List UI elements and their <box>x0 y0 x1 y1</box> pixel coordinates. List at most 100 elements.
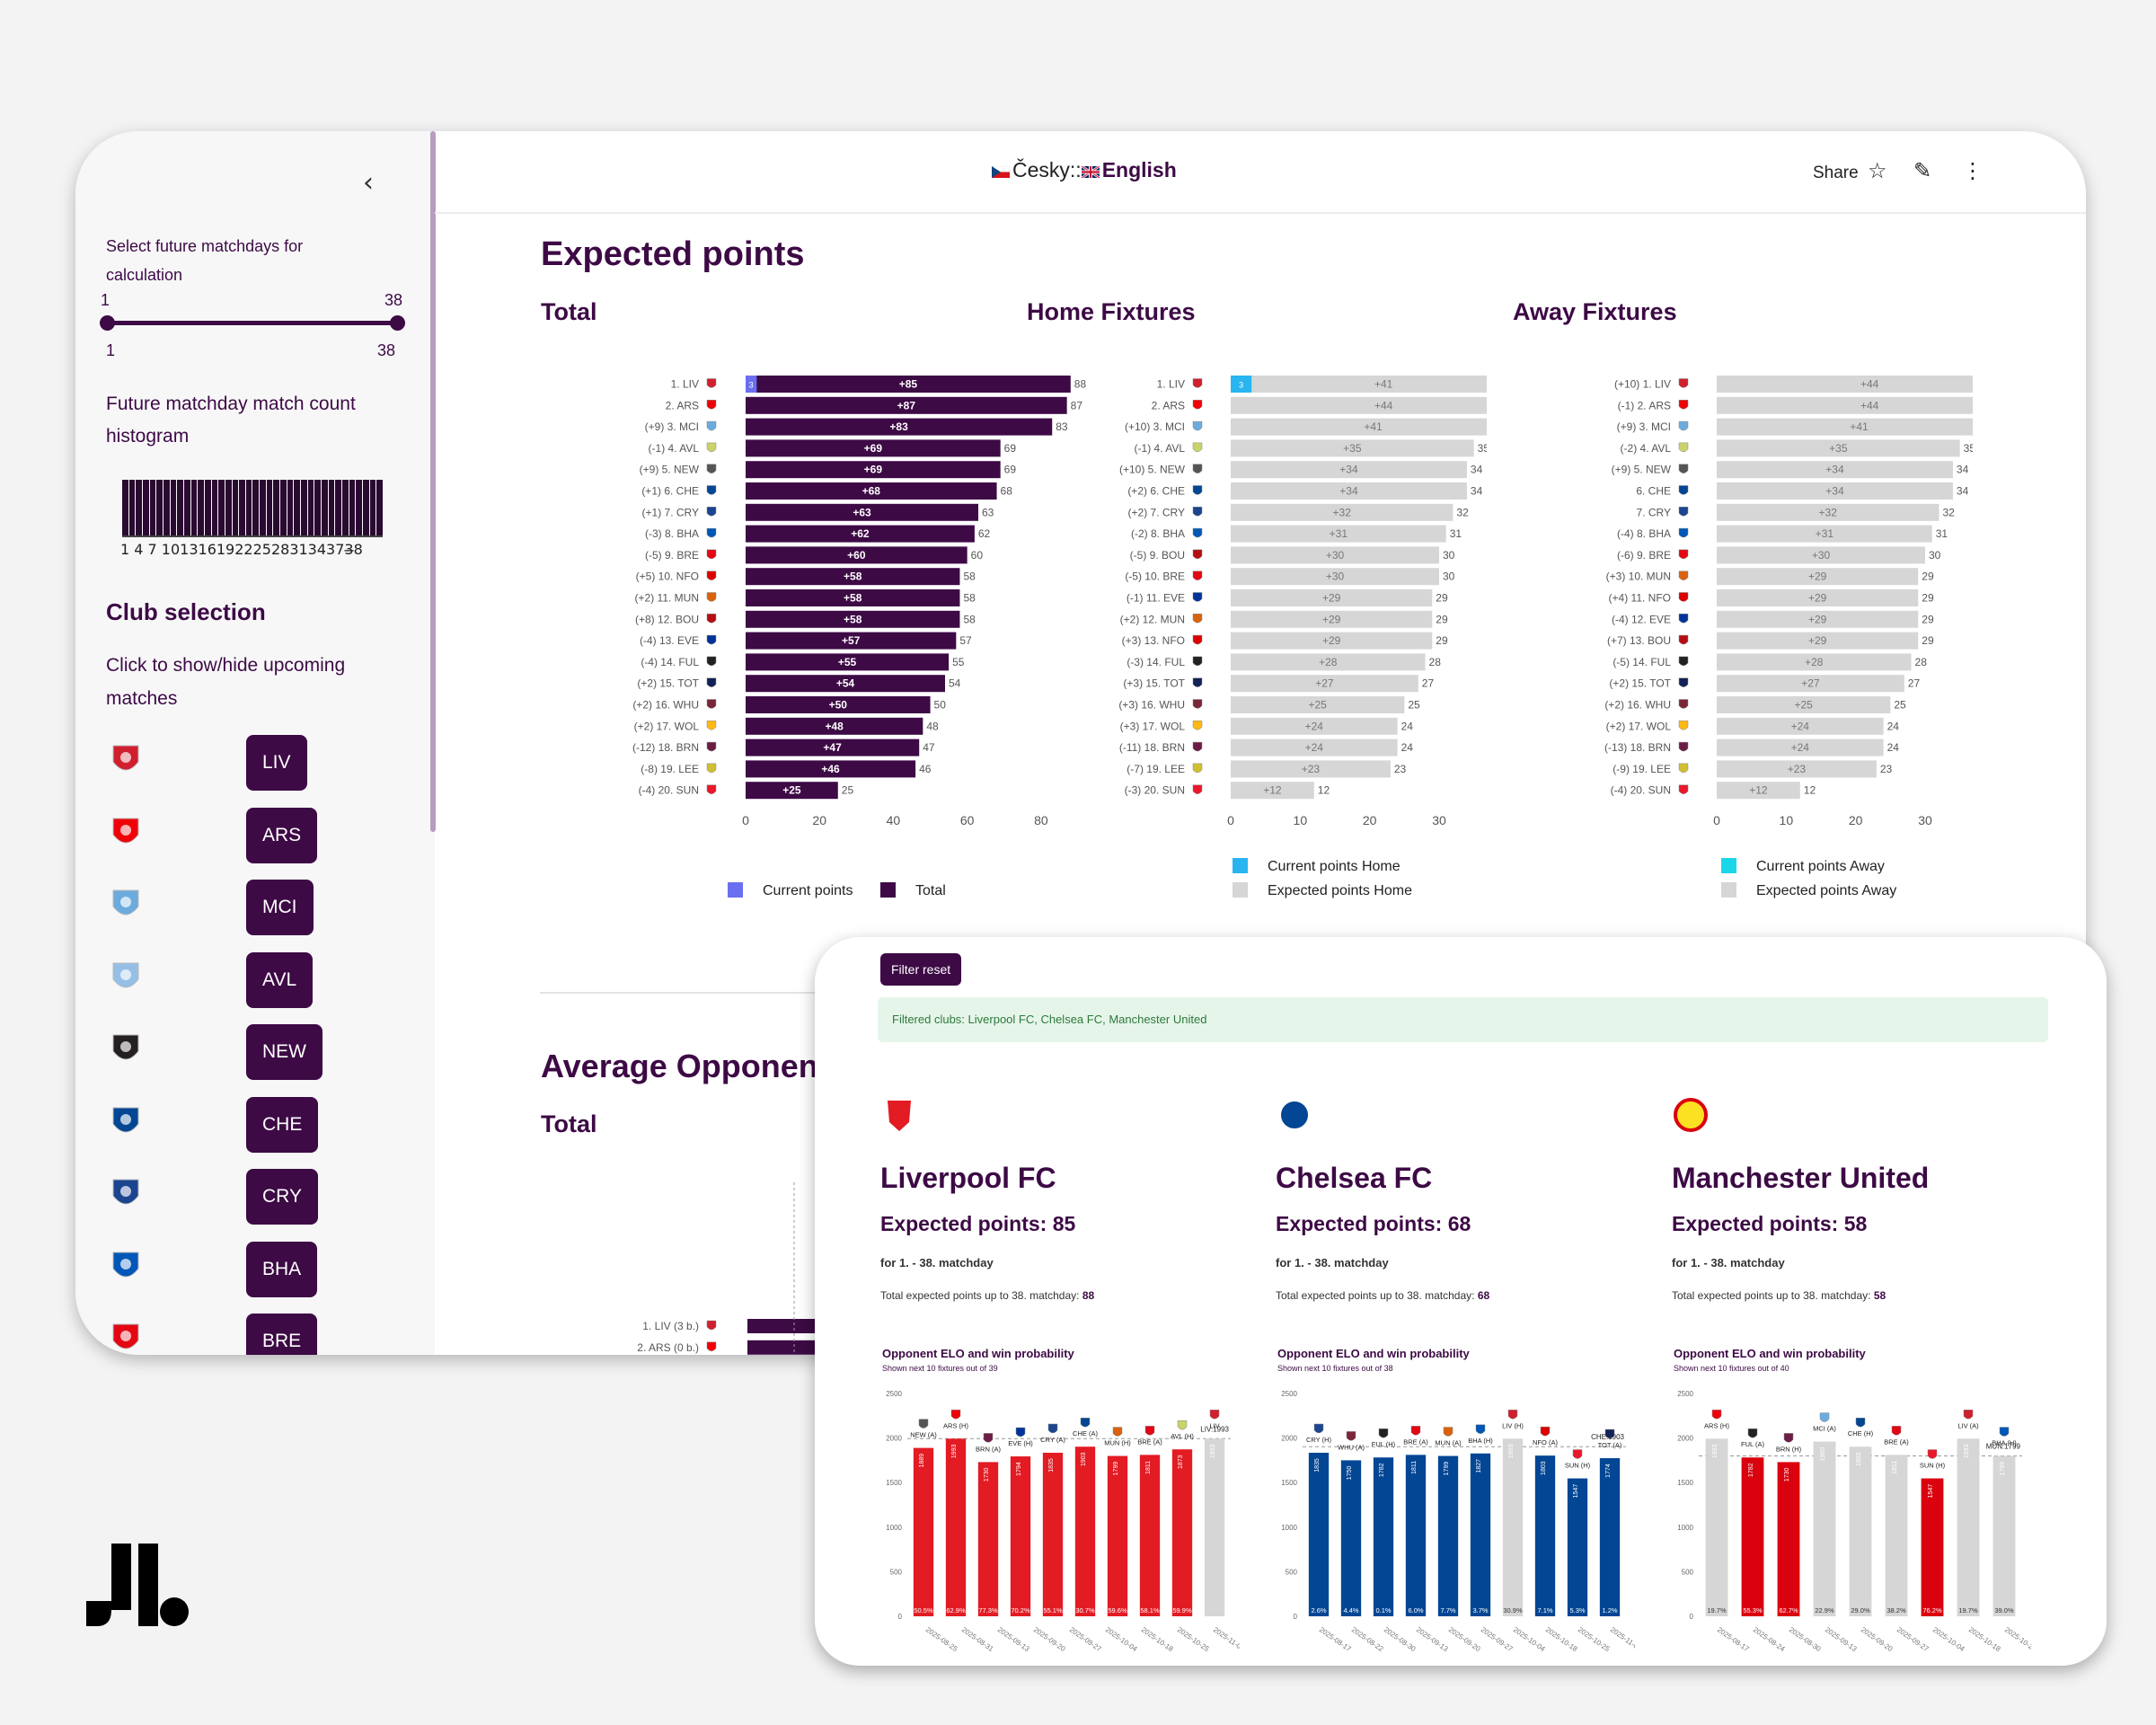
bar-value-label: +24 <box>1305 720 1324 732</box>
club-crest-icon <box>706 400 717 410</box>
histogram-bar <box>335 480 341 535</box>
club-toggle-liv[interactable]: LIV <box>246 735 307 791</box>
lang-czech[interactable]: Česky <box>1012 158 1070 181</box>
bar <box>1231 589 1433 606</box>
x-tick-label: 0 <box>742 813 749 827</box>
slider-min-label: 1 <box>101 291 110 309</box>
bar <box>1231 632 1433 650</box>
bar <box>1717 568 1919 586</box>
elo-bar <box>1849 1446 1872 1616</box>
win-probability-label: 76.2% <box>1922 1606 1942 1614</box>
total-expected-label: Total expected points up to 38. matchday… <box>880 1289 1082 1302</box>
bar <box>1231 696 1405 713</box>
sidebar-scrollbar[interactable] <box>430 131 436 832</box>
edit-pencil-icon[interactable]: ✎ <box>1913 158 1932 183</box>
team-column: Liverpool FC Expected points: 85 for 1. - … <box>880 1054 1267 1665</box>
club-toggle-bha[interactable]: BHA <box>246 1241 318 1297</box>
bar-value-label: +24 <box>1791 720 1810 732</box>
elo-bar-value: 1889 <box>919 1454 925 1468</box>
legend-current-away: Current points Away <box>1721 858 1885 875</box>
language-switcher[interactable]: Česky:: English <box>991 158 1177 182</box>
bar-total-label: 24 <box>1887 741 1900 754</box>
club-toggle-mci[interactable]: MCI <box>246 880 314 935</box>
club-toggle-bre[interactable]: BRE <box>246 1314 318 1355</box>
bar <box>746 396 1067 414</box>
y-tick-label: (+2) 11. MUN <box>635 592 699 605</box>
elo-bar <box>1705 1438 1728 1616</box>
x-tick-label: 0 <box>1713 813 1720 827</box>
opponent-label: BHA (H) <box>1468 1437 1493 1445</box>
opponent-crest-icon <box>1443 1427 1454 1437</box>
x-tick-label: 10 <box>1780 813 1794 827</box>
collapse-sidebar-icon[interactable]: ‹ <box>363 167 374 199</box>
bar-value-label: +12 <box>1749 784 1768 797</box>
bar-value-label: +29 <box>1808 571 1827 583</box>
y-tick-label: (+2) 7. CRY <box>1128 506 1185 518</box>
y-tick-label: (+9) 3. MCI <box>645 420 699 433</box>
bar <box>1231 739 1398 756</box>
y-tick-label: (-5) 9. BRE <box>645 549 699 562</box>
bar-total-label: 27 <box>1908 677 1921 690</box>
bar-total-label: 50 <box>934 699 947 712</box>
bar-total-label: 63 <box>982 506 994 518</box>
club-crest-icon <box>1192 442 1203 453</box>
bar-total-label: 88 <box>1074 378 1087 391</box>
elo-bar <box>1340 1460 1362 1616</box>
filter-reset-button[interactable]: Filter reset <box>880 953 962 986</box>
x-date-label: 2025-10-18 <box>1544 1625 1579 1653</box>
club-toggle-ars[interactable]: ARS <box>246 807 318 863</box>
club-crest-icon <box>706 549 717 560</box>
slider-high-handle[interactable] <box>390 315 405 331</box>
matchday-histogram <box>122 480 383 535</box>
elo-chart-note: Shown next 10 fixtures out of 39 <box>882 1364 998 1373</box>
bar-total-label: 69 <box>1004 464 1017 476</box>
brand-logo <box>86 1544 189 1626</box>
lang-english[interactable]: English <box>1101 158 1177 181</box>
star-icon[interactable]: ☆ <box>1868 158 1887 183</box>
bar-value-label: +29 <box>1322 613 1341 625</box>
club-crest-icon <box>1192 464 1203 473</box>
bar-value-label: +34 <box>1339 464 1358 476</box>
club-crest-icon <box>1192 634 1203 645</box>
bar-value-label: +30 <box>1326 549 1345 562</box>
bar-value-label: +58 <box>844 592 862 605</box>
x-date-label: 2025-10-04 <box>1931 1625 1966 1653</box>
y-tick-label: 500 <box>890 1568 903 1576</box>
x-tick-label: 20 <box>1363 813 1377 827</box>
elo-chart-note: Shown next 10 fixtures out of 38 <box>1277 1364 1393 1373</box>
elo-bar-value: 1960 <box>1820 1447 1826 1462</box>
bar <box>1717 717 1884 735</box>
slider-low-handle[interactable] <box>100 315 115 331</box>
bar-total-label: 29 <box>1922 634 1934 647</box>
share-button[interactable]: Share <box>1813 164 1859 182</box>
opponent-label: AVL (H) <box>1171 1432 1194 1440</box>
elo-bar-value: 1827 <box>1476 1459 1482 1473</box>
bar-value-label: +29 <box>1322 634 1341 647</box>
elo-bar <box>1957 1438 1980 1616</box>
total-expected-points: Total expected points up to 38. matchday… <box>880 1289 1094 1302</box>
club-crest-icon <box>1192 741 1203 752</box>
bar-total-label: 29 <box>1436 613 1448 625</box>
club-toggle-new[interactable]: NEW <box>246 1024 323 1080</box>
y-tick-label: (+3) 15. TOT <box>1123 677 1185 690</box>
y-tick-label: 1500 <box>1677 1479 1693 1487</box>
bar-total-label: 30 <box>1443 549 1455 562</box>
bar-total-label: 58 <box>963 592 976 605</box>
bar <box>1231 546 1439 564</box>
x-date-label: 2025-09-20 <box>1447 1625 1482 1653</box>
opponent-label: SUN (H) <box>1920 1462 1946 1470</box>
bar <box>1717 696 1891 713</box>
bar-total-label: 12 <box>1318 784 1330 797</box>
club-toggle-che[interactable]: CHE <box>246 1096 319 1153</box>
club-toggle-avl[interactable]: AVL <box>246 951 314 1008</box>
bar-value-label: +48 <box>825 720 844 732</box>
elo-bar <box>1885 1455 1908 1616</box>
histogram-bar <box>218 480 225 535</box>
win-probability-label: 2.6% <box>1311 1606 1326 1614</box>
more-menu-icon[interactable]: ⋮ <box>1962 158 1984 183</box>
matchday-slider-track[interactable] <box>106 321 399 325</box>
club-toggle-cry[interactable]: CRY <box>246 1169 318 1225</box>
club-selection-hint: Click to show/hide upcoming matches <box>106 655 346 709</box>
bar-value-label: +34 <box>1825 464 1844 476</box>
win-probability-label: 5.3% <box>1569 1606 1585 1614</box>
